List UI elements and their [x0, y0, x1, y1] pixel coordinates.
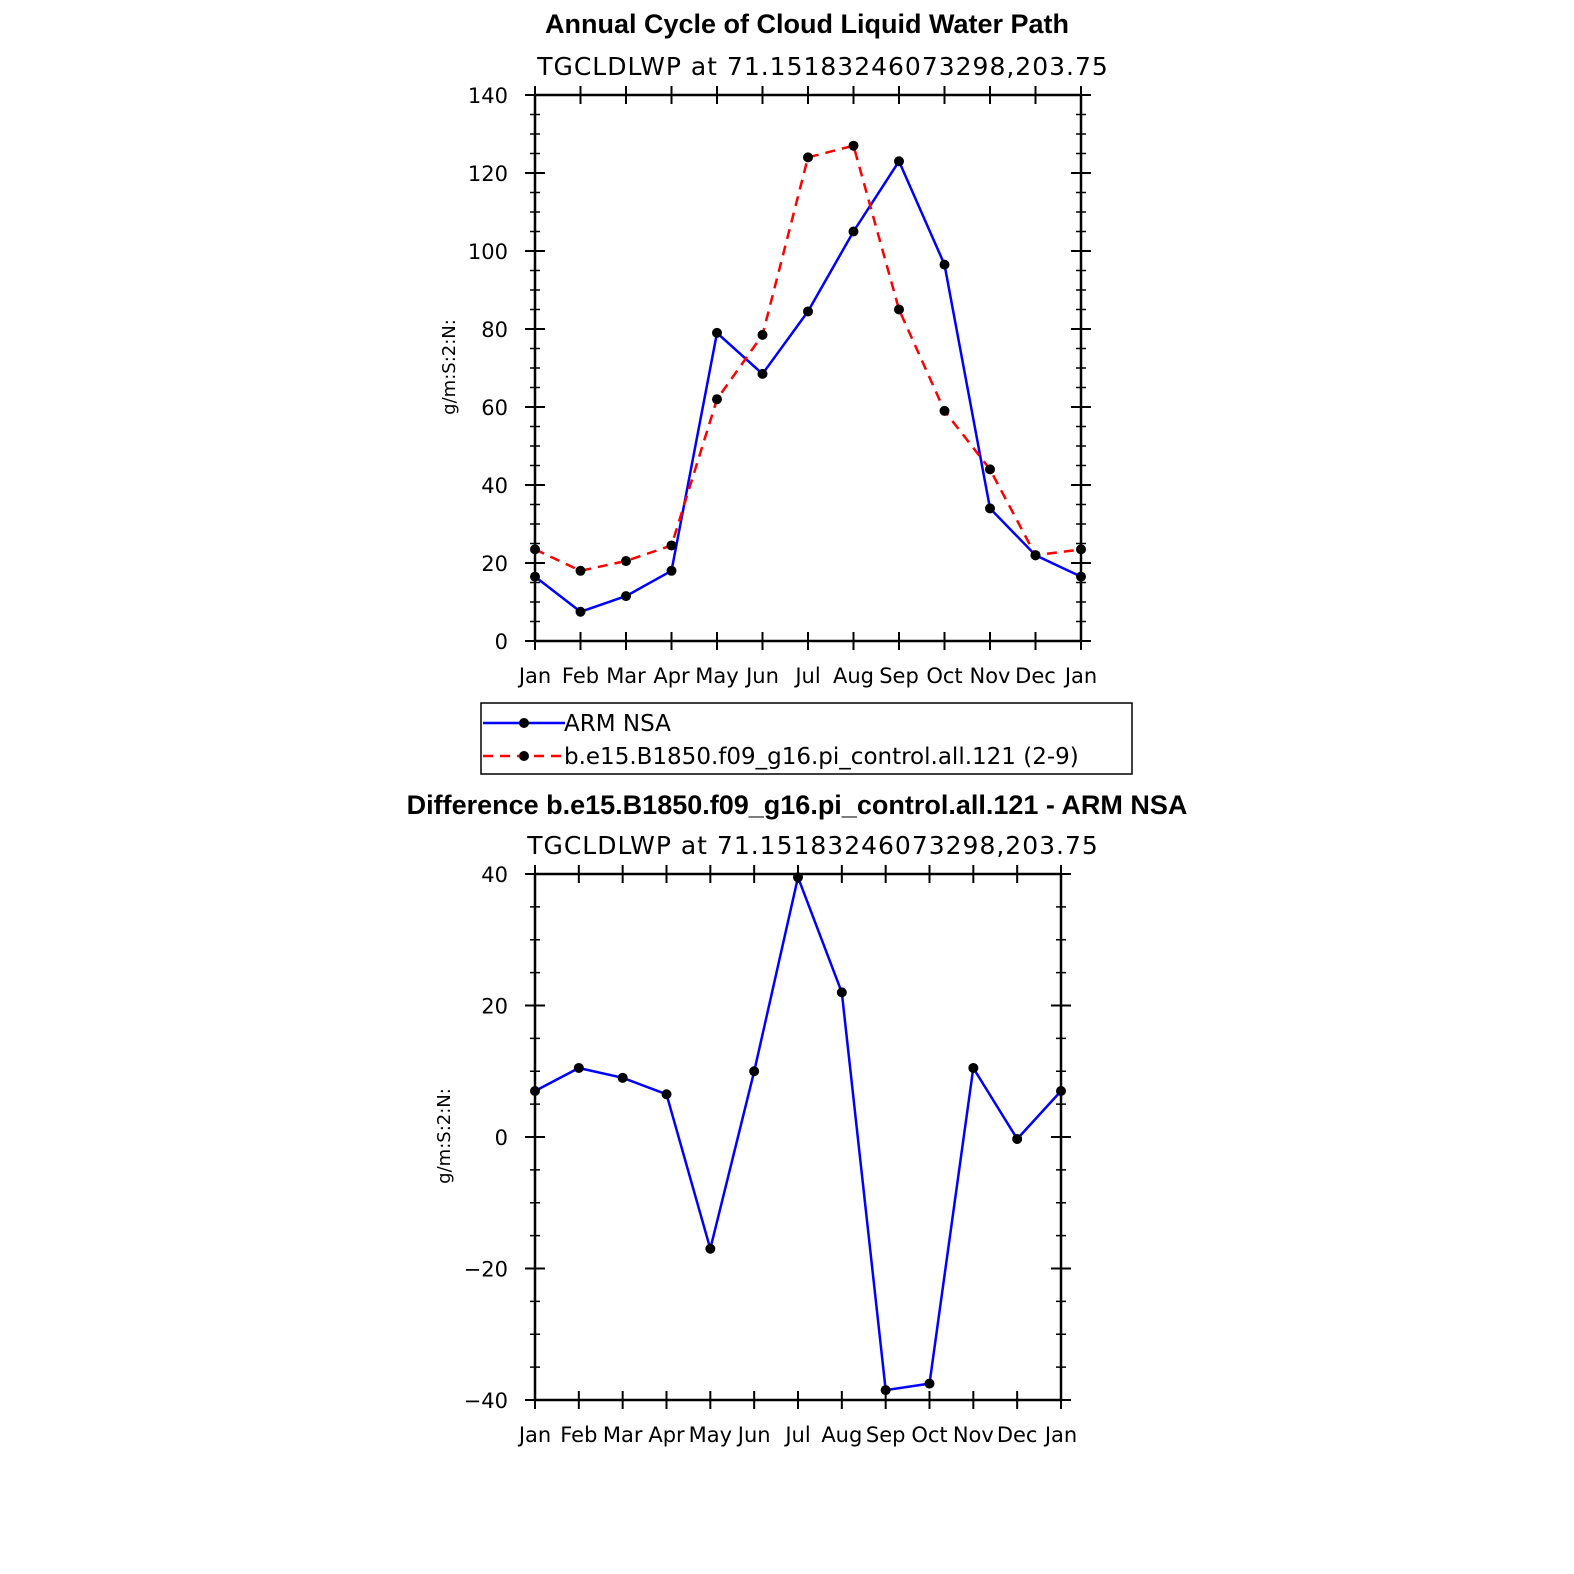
- y-tick-label: 40: [481, 863, 508, 887]
- data-point-1: [985, 464, 995, 475]
- data-point-0: [575, 606, 586, 617]
- legend-label-arm-nsa: ARM NSA: [564, 711, 671, 737]
- data-point-0: [1012, 1133, 1023, 1144]
- series-line-1: [534, 144, 1082, 573]
- data-point-0: [848, 226, 859, 237]
- x-tick-label: Apr: [653, 664, 690, 688]
- y-tick-label: 60: [481, 396, 508, 420]
- data-point-0: [836, 987, 847, 998]
- data-point-0: [530, 571, 540, 582]
- data-point-0: [621, 591, 631, 602]
- x-tick-label: Aug: [821, 1423, 862, 1447]
- data-point-1: [712, 394, 722, 405]
- data-point-0: [968, 1062, 979, 1073]
- x-tick-label: Sep: [879, 664, 919, 688]
- x-tick-label: Dec: [997, 1423, 1038, 1447]
- y-tick-label: 80: [481, 318, 508, 342]
- data-point-0: [793, 872, 803, 883]
- data-point-0: [530, 1085, 540, 1096]
- data-point-0: [1076, 571, 1086, 582]
- y-tick-label: −40: [464, 1389, 508, 1413]
- data-point-0: [617, 1072, 628, 1083]
- data-point-1: [621, 556, 631, 567]
- y-tick-label: 120: [468, 162, 508, 186]
- y-tick-label: 20: [481, 995, 508, 1019]
- y-axis-label: g/m:S:2:N:: [439, 319, 460, 415]
- x-tick-label: Oct: [926, 664, 962, 688]
- x-tick-label: Jun: [736, 1423, 771, 1447]
- x-tick-label: Jan: [1063, 664, 1097, 688]
- difference-panel: Difference b.e15.B1850.f09_g16.pi_contro…: [407, 790, 1188, 1447]
- chart-title: Difference b.e15.B1850.f09_g16.pi_contro…: [407, 790, 1188, 820]
- data-point-1: [1030, 550, 1041, 561]
- data-point-0: [985, 503, 995, 514]
- x-tick-label: Mar: [606, 664, 646, 688]
- data-point-0: [924, 1378, 935, 1389]
- legend-box: [480, 702, 1133, 775]
- y-tick-label: 140: [468, 84, 508, 108]
- x-tick-label: Jan: [517, 1423, 551, 1447]
- legend: ARM NSA b.e15.B1850.f09_g16.pi_control.a…: [480, 702, 1133, 775]
- data-point-0: [803, 306, 813, 317]
- data-point-1: [757, 329, 768, 340]
- chart-subtitle: TGCLDLWP at 71.15183246073298,203.75: [526, 831, 1099, 860]
- data-point-1: [575, 565, 586, 576]
- x-tick-label: May: [689, 1423, 732, 1447]
- data-point-0: [666, 565, 677, 576]
- series-line-0: [534, 160, 1082, 614]
- y-tick-label: 40: [481, 474, 508, 498]
- x-tick-label: Nov: [970, 664, 1011, 688]
- x-tick-label: Jan: [1043, 1423, 1077, 1447]
- legend-label-model: b.e15.B1850.f09_g16.pi_control.all.121 (…: [564, 744, 1079, 770]
- x-tick-label: May: [695, 664, 738, 688]
- data-point-1: [1076, 544, 1086, 555]
- legend-marker-arm-nsa: [519, 718, 529, 728]
- data-point-0: [712, 327, 722, 338]
- data-point-0: [894, 156, 904, 167]
- x-tick-label: Jul: [793, 664, 820, 688]
- chart-title: Annual Cycle of Cloud Liquid Water Path: [545, 9, 1069, 39]
- legend-marker-model: [519, 751, 529, 761]
- y-tick-label: 20: [481, 552, 508, 576]
- x-tick-label: Aug: [833, 664, 874, 688]
- annual-cycle-panel: Annual Cycle of Cloud Liquid Water Path …: [439, 9, 1109, 688]
- x-tick-label: Sep: [866, 1423, 906, 1447]
- plot-frame: [533, 93, 1083, 643]
- data-point-0: [661, 1089, 672, 1100]
- data-point-1: [666, 540, 677, 551]
- y-tick-label: −20: [464, 1258, 508, 1282]
- x-tick-label: Feb: [560, 1423, 597, 1447]
- data-point-0: [573, 1062, 584, 1073]
- x-tick-label: Nov: [953, 1423, 994, 1447]
- data-point-0: [880, 1385, 891, 1396]
- data-point-0: [939, 259, 950, 270]
- x-tick-label: Apr: [648, 1423, 685, 1447]
- plot-frame: [533, 872, 1063, 1402]
- series-line-0: [534, 876, 1062, 1392]
- data-point-1: [848, 140, 859, 151]
- x-tick-label: Jan: [517, 664, 551, 688]
- data-point-1: [803, 152, 813, 163]
- y-tick-label: 100: [468, 240, 508, 264]
- data-point-0: [1056, 1085, 1066, 1096]
- data-point-1: [939, 405, 950, 416]
- x-tick-label: Oct: [911, 1423, 947, 1447]
- data-point-0: [757, 368, 768, 379]
- y-tick-label: 0: [495, 1126, 508, 1150]
- x-tick-label: Jun: [744, 664, 779, 688]
- x-tick-label: Feb: [562, 664, 599, 688]
- y-tick-label: 0: [495, 630, 508, 654]
- chart-subtitle: TGCLDLWP at 71.15183246073298,203.75: [536, 52, 1109, 81]
- data-point-1: [530, 544, 540, 555]
- data-point-0: [749, 1066, 760, 1077]
- data-point-0: [705, 1243, 716, 1254]
- x-tick-label: Mar: [603, 1423, 643, 1447]
- x-tick-label: Jul: [783, 1423, 810, 1447]
- data-point-1: [894, 304, 904, 315]
- x-tick-label: Dec: [1015, 664, 1056, 688]
- y-axis-label: g/m:S:2:N:: [434, 1088, 455, 1184]
